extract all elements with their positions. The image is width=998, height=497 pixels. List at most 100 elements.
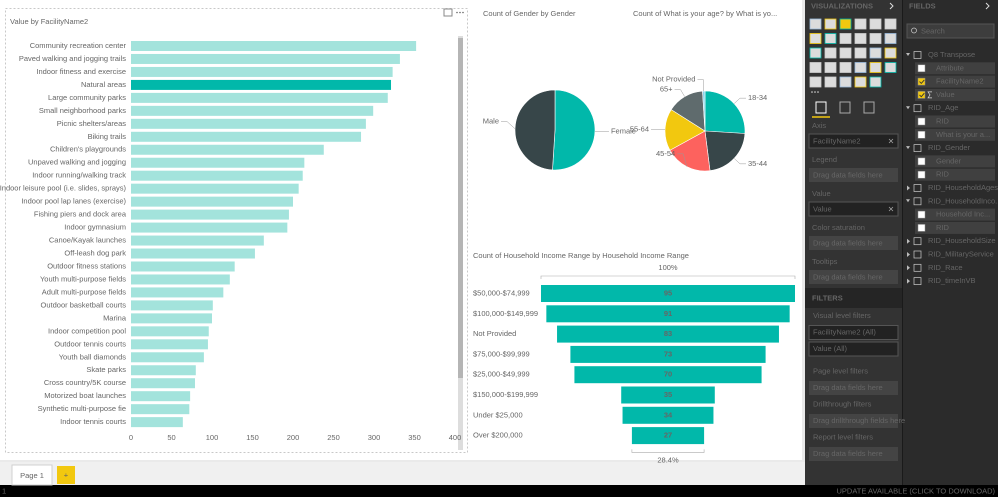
bar[interactable]	[131, 131, 362, 142]
field-row[interactable]	[915, 221, 995, 234]
pie-slice[interactable]	[704, 130, 746, 172]
funnel-bar[interactable]	[622, 406, 714, 424]
expand-toggle[interactable]	[906, 106, 910, 110]
filter-drop-zone[interactable]	[809, 447, 898, 461]
expand-toggle[interactable]	[906, 53, 910, 56]
visual-type-icon[interactable]	[854, 33, 867, 44]
pie-slice[interactable]	[552, 89, 596, 171]
more-visuals-dot[interactable]	[814, 91, 816, 93]
bar[interactable]	[131, 365, 196, 376]
visual-type-icon[interactable]	[824, 33, 837, 44]
bar[interactable]	[131, 209, 289, 220]
funnel-bar[interactable]	[541, 285, 795, 302]
expand-toggle[interactable]	[906, 199, 910, 203]
bar[interactable]	[131, 287, 224, 298]
visual-type-icon[interactable]	[809, 33, 822, 44]
well-field[interactable]	[808, 133, 899, 149]
bar[interactable]	[131, 313, 212, 324]
funnel-bar[interactable]	[621, 386, 715, 404]
bar[interactable]	[131, 222, 288, 233]
bar[interactable]	[131, 170, 303, 181]
bar[interactable]	[131, 53, 400, 64]
visual-type-icon[interactable]	[869, 62, 882, 73]
bar[interactable]	[131, 248, 255, 259]
analytics-tab-icon[interactable]	[863, 101, 875, 114]
expand-toggle[interactable]	[907, 278, 910, 284]
field-checkbox[interactable]	[917, 64, 926, 73]
more-visuals-dot[interactable]	[817, 91, 819, 93]
well-drop-zone[interactable]	[809, 236, 898, 250]
bar[interactable]	[131, 183, 299, 194]
visual-type-icon[interactable]	[884, 18, 897, 30]
well-field[interactable]	[808, 201, 899, 217]
expand-toggle[interactable]	[907, 252, 910, 257]
bar[interactable]	[131, 41, 417, 51]
visual-type-icon[interactable]	[809, 47, 822, 59]
bar[interactable]	[131, 105, 374, 116]
field-row[interactable]	[915, 168, 995, 181]
bar[interactable]	[131, 118, 366, 129]
collapse-chevron[interactable]	[985, 2, 990, 10]
funnel-bar[interactable]	[574, 366, 762, 384]
bar[interactable]	[131, 274, 230, 285]
field-checkbox[interactable]	[917, 77, 926, 86]
visual-type-icon[interactable]	[854, 47, 867, 59]
page-tab[interactable]	[11, 464, 53, 486]
add-page-button[interactable]	[57, 466, 75, 484]
well-drop-zone[interactable]	[809, 168, 898, 182]
field-checkbox[interactable]	[917, 224, 926, 232]
visual-type-icon[interactable]	[854, 76, 867, 88]
visual-type-icon[interactable]	[884, 62, 897, 73]
field-row[interactable]	[915, 115, 995, 128]
filter-drop-zone[interactable]	[809, 381, 898, 395]
visual-type-icon[interactable]	[839, 47, 852, 59]
field-row[interactable]	[915, 155, 995, 168]
funnel-bar[interactable]	[570, 345, 766, 363]
filter-card[interactable]	[808, 341, 899, 357]
visual-type-icon[interactable]	[854, 62, 867, 73]
visual-type-icon[interactable]	[839, 33, 852, 44]
field-checkbox[interactable]	[917, 131, 926, 139]
more-options-dot[interactable]	[462, 11, 464, 14]
visual-type-icon[interactable]	[869, 33, 882, 44]
bar[interactable]	[131, 196, 293, 207]
expand-toggle[interactable]	[907, 265, 910, 271]
field-checkbox[interactable]	[917, 91, 926, 99]
bar[interactable]	[131, 92, 388, 103]
bar[interactable]	[131, 300, 213, 311]
visual-type-icon[interactable]	[869, 18, 882, 30]
remove-field-icon[interactable]	[888, 206, 894, 212]
remove-field-icon[interactable]	[888, 138, 894, 144]
filter-card[interactable]	[808, 325, 899, 340]
bar[interactable]	[131, 261, 235, 272]
visual-type-icon[interactable]	[809, 62, 822, 73]
bar[interactable]	[131, 144, 324, 155]
bar[interactable]	[131, 326, 209, 337]
field-checkbox[interactable]	[917, 157, 926, 166]
fields-tab-icon[interactable]	[815, 101, 827, 114]
pie-slice[interactable]	[664, 109, 706, 151]
visual-type-icon[interactable]	[839, 76, 852, 88]
bar[interactable]	[131, 235, 264, 246]
field-row[interactable]	[915, 62, 995, 75]
bar[interactable]	[131, 352, 204, 363]
expand-toggle[interactable]	[907, 238, 910, 244]
funnel-bar[interactable]	[557, 325, 779, 343]
search-box[interactable]	[906, 23, 995, 39]
field-row[interactable]	[915, 88, 995, 101]
more-options-dot[interactable]	[456, 11, 458, 14]
more-visuals-dot[interactable]	[811, 91, 813, 93]
visual-type-icon[interactable]	[809, 76, 822, 88]
expand-toggle[interactable]	[907, 185, 910, 191]
funnel-bar[interactable]	[631, 427, 705, 445]
bar[interactable]	[131, 66, 393, 77]
bar[interactable]	[131, 417, 183, 428]
focus-mode-icon[interactable]	[443, 8, 453, 17]
field-row[interactable]	[915, 208, 995, 221]
bar[interactable]	[131, 339, 208, 350]
bar[interactable]	[131, 378, 195, 389]
collapse-chevron[interactable]	[889, 2, 894, 10]
field-checkbox[interactable]	[917, 170, 926, 179]
format-tab-icon[interactable]	[839, 101, 851, 114]
well-drop-zone[interactable]	[809, 270, 898, 284]
